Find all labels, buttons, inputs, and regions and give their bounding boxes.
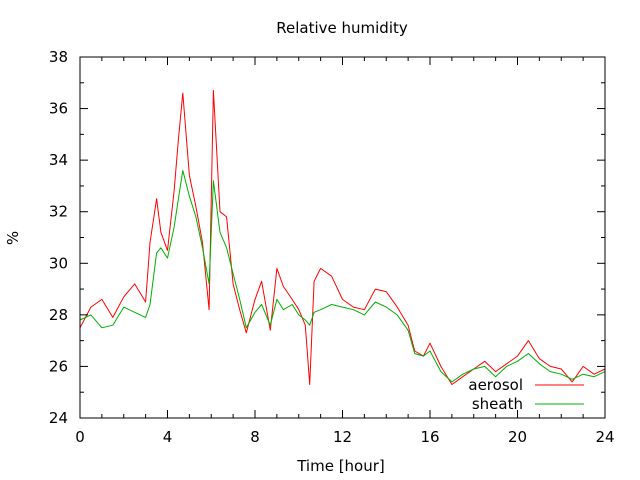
series-line-sheath — [79, 170, 606, 383]
y-tick-label: 30 — [49, 254, 68, 272]
y-tick-label: 34 — [49, 151, 68, 169]
x-axis-label: Time [hour] — [296, 457, 385, 475]
x-tick-label: 8 — [250, 428, 260, 446]
x-tick-label: 4 — [163, 428, 173, 446]
x-tick-label: 16 — [420, 428, 439, 446]
y-tick-label: 28 — [49, 306, 68, 324]
plot-frame — [79, 56, 606, 419]
x-tick-label: 20 — [508, 428, 527, 446]
y-tick-label: 26 — [49, 357, 68, 375]
x-tick-label: 24 — [595, 428, 614, 446]
legend-label-aerosol: aerosol — [468, 376, 523, 394]
y-tick-label: 24 — [49, 409, 68, 427]
x-tick-label: 0 — [75, 428, 85, 446]
y-tick-label: 38 — [49, 48, 68, 66]
chart-title: Relative humidity — [276, 19, 408, 37]
y-axis-label: % — [4, 231, 22, 245]
legend-label-sheath: sheath — [472, 395, 523, 413]
series-layer — [79, 90, 606, 385]
series-line-aerosol — [79, 90, 606, 385]
y-tick-label: 32 — [49, 203, 68, 221]
ticks-layer: 0 4 8 12 16 20 24 24 26 28 30 32 34 36 38 — [49, 48, 615, 446]
x-tick-label: 12 — [333, 428, 352, 446]
y-tick-label: 36 — [49, 100, 68, 118]
